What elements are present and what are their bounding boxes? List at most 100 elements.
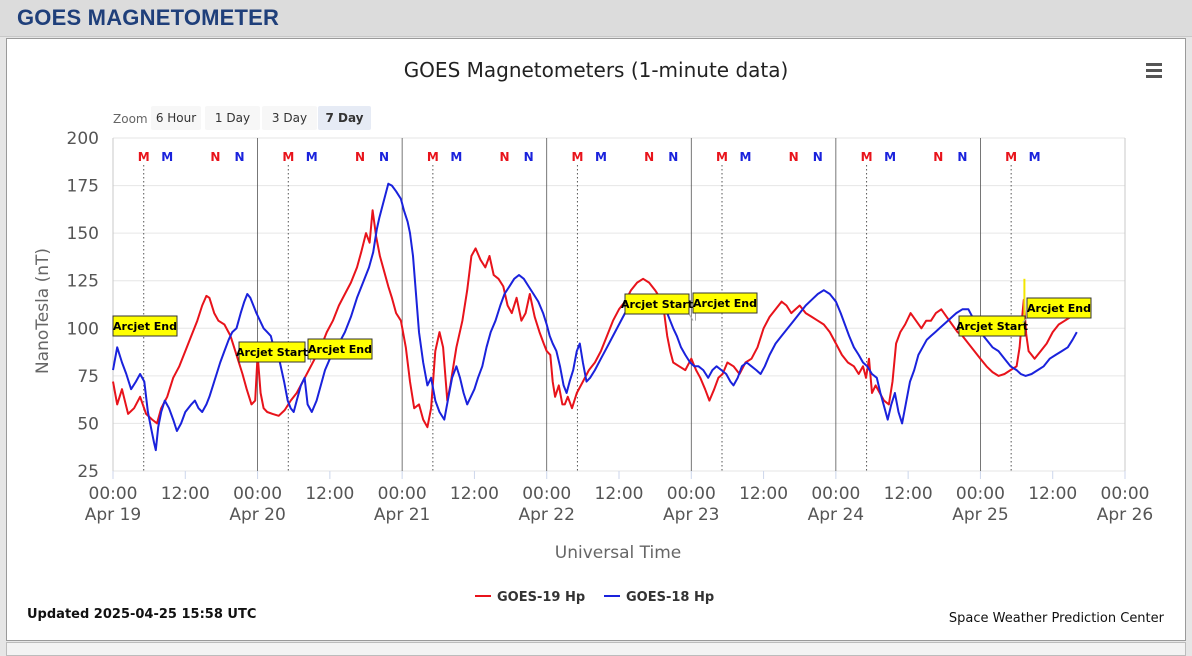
crossing-marker-m: M bbox=[884, 150, 896, 164]
x-tick-label: 12:00 bbox=[739, 484, 788, 504]
x-tick-label: 12:00 bbox=[1028, 484, 1077, 504]
x-tick-date-label: Apr 24 bbox=[808, 505, 864, 525]
crossing-marker-m: M bbox=[740, 150, 752, 164]
x-tick-label: 12:00 bbox=[450, 484, 499, 504]
annotation-arcjet-start: Arcjet Start bbox=[956, 315, 1028, 337]
annotation-label: Arcjet End bbox=[693, 297, 757, 310]
crossing-marker-m: M bbox=[138, 150, 150, 164]
annotation-box bbox=[692, 292, 758, 314]
crossing-marker-n: N bbox=[789, 150, 799, 164]
annotation-box bbox=[958, 315, 1026, 337]
x-axis-label: Universal Time bbox=[555, 543, 681, 563]
credit-text: Space Weather Prediction Center bbox=[949, 611, 1165, 626]
y-tick-label: 75 bbox=[77, 367, 99, 387]
x-tick-label: 00:00 bbox=[522, 484, 571, 504]
x-tick-date-label: Apr 22 bbox=[518, 505, 574, 525]
zoom-button-label: 6 Hour bbox=[156, 111, 196, 125]
crossing-marker-n: N bbox=[668, 150, 678, 164]
annotation-arcjet-end: Arcjet End bbox=[1022, 297, 1092, 323]
annotation-box bbox=[307, 338, 373, 360]
x-tick-label: 00:00 bbox=[233, 484, 282, 504]
x-tick-label: 00:00 bbox=[89, 484, 138, 504]
x-tick-label: 12:00 bbox=[595, 484, 644, 504]
x-tick-label: 00:00 bbox=[667, 484, 716, 504]
crossing-marker-n: N bbox=[210, 150, 220, 164]
x-tick-date-label: Apr 21 bbox=[374, 505, 430, 525]
crossing-marker-m: M bbox=[861, 150, 873, 164]
zoom-button-label: 7 Day bbox=[325, 111, 363, 125]
zoom-label: Zoom bbox=[113, 112, 148, 126]
annotation-connector bbox=[1022, 317, 1028, 323]
zoom-button-3-day[interactable]: 3 Day bbox=[262, 106, 317, 130]
zoom-button-7-day[interactable]: 7 Day bbox=[318, 106, 371, 130]
annotation-box bbox=[1026, 297, 1092, 319]
y-axis-label: NanoTesla (nT) bbox=[33, 248, 53, 374]
legend-item-goes-18-hp[interactable]: GOES-18 Hp bbox=[604, 590, 714, 605]
crossing-marker-n: N bbox=[524, 150, 534, 164]
y-tick-label: 125 bbox=[67, 272, 99, 292]
crossing-marker-m: M bbox=[306, 150, 318, 164]
crossing-marker-m: M bbox=[450, 150, 462, 164]
crossing-marker-n: N bbox=[500, 150, 510, 164]
y-tick-label: 150 bbox=[67, 224, 99, 244]
x-tick-label: 00:00 bbox=[956, 484, 1005, 504]
crossing-marker-m: M bbox=[1005, 150, 1017, 164]
annotation-box bbox=[112, 315, 178, 337]
annotation-box bbox=[238, 341, 306, 363]
x-tick-label: 12:00 bbox=[305, 484, 354, 504]
chart-title: GOES Magnetometers (1-minute data) bbox=[404, 58, 789, 82]
y-tick-label: 175 bbox=[67, 177, 99, 197]
x-tick-label: 12:00 bbox=[161, 484, 210, 504]
chart-panel: GOES Magnetometers (1-minute data) Zoom … bbox=[6, 38, 1186, 641]
x-tick-date-label: Apr 26 bbox=[1097, 505, 1153, 525]
series-line-goes-18-hp bbox=[112, 182, 1078, 452]
y-tick-label: 25 bbox=[77, 462, 99, 482]
crossing-marker-m: M bbox=[595, 150, 607, 164]
crossing-marker-n: N bbox=[379, 150, 389, 164]
zoom-button-1-day[interactable]: 1 Day bbox=[205, 106, 260, 130]
annotation-box bbox=[624, 293, 690, 315]
annotation-label: Arcjet Start bbox=[956, 320, 1028, 333]
zoom-button-label: 3 Day bbox=[272, 111, 307, 125]
x-tick-date-label: Apr 20 bbox=[229, 505, 285, 525]
legend: GOES-19 Hp GOES-18 Hp bbox=[475, 590, 714, 605]
annotation-arcjet-start: Arcjet Start bbox=[621, 293, 694, 321]
y-tick-label: 50 bbox=[77, 414, 99, 434]
x-tick-date-label: Apr 25 bbox=[952, 505, 1008, 525]
updated-timestamp: Updated 2025-04-25 15:58 UTC bbox=[27, 607, 256, 622]
crossing-marker-m: M bbox=[427, 150, 439, 164]
crossing-marker-n: N bbox=[234, 150, 244, 164]
page-header: GOES MAGNETOMETER bbox=[0, 0, 1192, 37]
menu-icon[interactable] bbox=[1146, 63, 1162, 78]
annotation-label: Arcjet End bbox=[308, 343, 372, 356]
legend-item-goes-19-hp[interactable]: GOES-19 Hp bbox=[475, 590, 585, 605]
annotation-label: Arcjet Start bbox=[236, 346, 308, 359]
series-layer bbox=[112, 182, 1078, 452]
annotation-arcjet-end: Arcjet End bbox=[112, 315, 178, 337]
crossing-marker-m: M bbox=[282, 150, 294, 164]
zoom-button-6-hour[interactable]: 6 Hour bbox=[151, 106, 201, 130]
y-tick-label: 100 bbox=[67, 319, 99, 339]
annotation-arcjet-end: Arcjet End bbox=[307, 338, 373, 363]
crossing-marker-n: N bbox=[957, 150, 967, 164]
zoom-selector: Zoom 6 Hour 1 Day 3 Day 7 Day bbox=[113, 106, 371, 130]
y-tick-label: 200 bbox=[67, 129, 99, 149]
page-title: GOES MAGNETOMETER bbox=[17, 5, 280, 30]
x-tick-label: 12:00 bbox=[884, 484, 933, 504]
annotation-connector bbox=[688, 313, 694, 321]
x-tick-date-label: Apr 19 bbox=[85, 505, 141, 525]
magnetometer-chart: GOES Magnetometers (1-minute data) Zoom … bbox=[27, 58, 1165, 626]
annotation-label: Arcjet Start bbox=[621, 298, 693, 311]
annotation-label: Arcjet End bbox=[1027, 302, 1091, 315]
crossing-marker-n: N bbox=[355, 150, 365, 164]
crossing-marker-n: N bbox=[813, 150, 823, 164]
legend-label: GOES-18 Hp bbox=[626, 590, 714, 605]
crossing-marker-m: M bbox=[571, 150, 583, 164]
crossing-marker-n: N bbox=[644, 150, 654, 164]
x-tick-label: 00:00 bbox=[1101, 484, 1150, 504]
series-line-goes-19-hp bbox=[112, 209, 1078, 429]
annotation-arcjet-end: Arcjet End bbox=[692, 292, 758, 321]
bottom-strip bbox=[6, 642, 1186, 656]
crossing-marker-m: M bbox=[161, 150, 173, 164]
